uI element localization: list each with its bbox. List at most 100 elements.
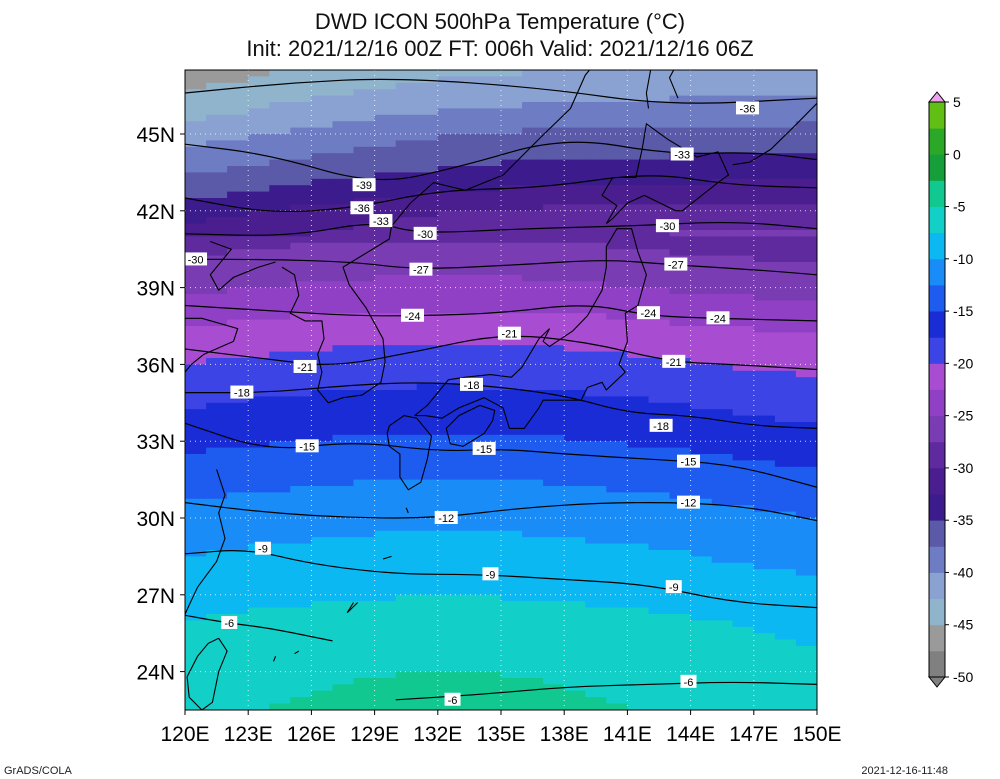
field-cell <box>543 562 565 570</box>
field-cell <box>332 255 355 263</box>
field-cell <box>416 665 439 673</box>
field-cell <box>290 690 312 698</box>
field-cell <box>753 178 776 186</box>
field-cell <box>543 377 565 385</box>
field-cell <box>269 658 291 666</box>
field-cell <box>227 185 249 193</box>
field-cell <box>774 460 797 468</box>
field-cell <box>522 134 544 141</box>
field-cell <box>501 524 523 532</box>
field-cell <box>227 223 249 231</box>
field-cell <box>627 236 650 244</box>
field-cell <box>269 441 291 449</box>
field-cell <box>753 134 776 141</box>
field-cell <box>374 255 397 263</box>
field-cell <box>353 249 376 257</box>
field-cell <box>585 537 607 545</box>
field-cell <box>585 191 607 199</box>
field-cell <box>458 607 481 615</box>
field-cell <box>606 479 628 487</box>
field-cell <box>543 556 565 564</box>
field-cell <box>732 236 755 244</box>
field-cell <box>795 191 817 199</box>
field-cell <box>669 537 692 545</box>
field-cell <box>606 313 628 321</box>
field-cell <box>648 434 671 442</box>
coastline <box>410 70 590 204</box>
field-cell <box>332 383 355 391</box>
field-cell <box>564 210 586 218</box>
field-cell <box>753 326 776 333</box>
field-cell <box>564 102 586 109</box>
field-cell <box>669 121 692 129</box>
field-cell <box>711 262 734 269</box>
field-cell <box>290 210 312 218</box>
field-cell <box>290 582 312 589</box>
field-cell <box>458 614 481 621</box>
field-cell <box>290 543 312 551</box>
field-cell <box>564 402 586 410</box>
field-cell <box>711 306 734 314</box>
field-cell <box>690 409 713 417</box>
field-cell <box>206 614 228 621</box>
field-cell <box>795 281 817 289</box>
field-cell <box>501 697 523 705</box>
field-cell <box>669 505 692 513</box>
field-cell <box>290 518 312 525</box>
field-cell <box>543 185 565 193</box>
field-cell <box>416 287 439 295</box>
field-cell <box>753 287 776 295</box>
field-cell <box>648 249 671 257</box>
field-cell <box>690 460 713 468</box>
field-cell <box>248 434 270 442</box>
field-cell <box>206 204 228 212</box>
field-cell <box>479 274 502 282</box>
field-cell <box>353 594 376 602</box>
field-cell <box>374 639 397 647</box>
field-cell <box>479 697 502 705</box>
field-cell <box>437 530 460 538</box>
field-cell <box>269 338 291 346</box>
field-cell <box>648 511 671 519</box>
field-cell <box>227 665 249 673</box>
field-cell <box>206 428 228 436</box>
field-cell <box>269 255 291 263</box>
field-cell <box>206 223 228 231</box>
field-cell <box>627 345 650 353</box>
field-cell <box>395 140 418 148</box>
field-cell <box>795 242 817 250</box>
field-cell <box>311 466 334 474</box>
field-cell <box>416 562 439 570</box>
field-cell <box>669 466 692 474</box>
field-cell <box>227 76 249 84</box>
field-cell <box>795 108 817 116</box>
field-cell <box>374 703 397 710</box>
field-cell <box>585 76 607 84</box>
field-cell <box>395 626 418 634</box>
contour-label-text: -12 <box>681 498 697 510</box>
field-cell <box>185 345 207 353</box>
field-cell <box>753 300 776 308</box>
field-cell <box>753 313 776 321</box>
field-cell <box>227 166 249 173</box>
field-cell <box>753 268 776 276</box>
field-cell <box>648 70 671 77</box>
field-cell <box>543 614 565 621</box>
field-cell <box>416 249 439 257</box>
field-cell <box>711 582 734 589</box>
field-cell <box>395 326 418 333</box>
field-cell <box>648 562 671 570</box>
field-cell <box>185 281 207 289</box>
field-cell <box>564 121 586 129</box>
field-cell <box>564 684 586 692</box>
field-cell <box>543 409 565 417</box>
field-cell <box>606 102 628 109</box>
field-cell <box>269 422 291 429</box>
field-cell <box>269 300 291 308</box>
field-cell <box>206 402 228 410</box>
field-cell <box>248 204 270 212</box>
field-cell <box>416 172 439 180</box>
field-cell <box>374 575 397 583</box>
field-cell <box>774 102 797 109</box>
field-cell <box>564 134 586 141</box>
